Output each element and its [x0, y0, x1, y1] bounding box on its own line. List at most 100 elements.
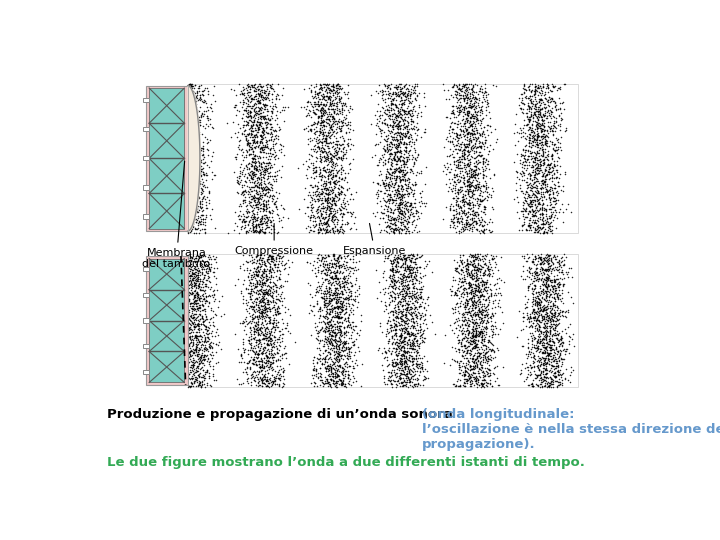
Point — [201, 144, 212, 153]
Point — [255, 176, 266, 184]
Point — [266, 89, 278, 98]
Point — [326, 307, 338, 315]
Point — [464, 309, 476, 318]
Point — [549, 102, 561, 110]
Point — [531, 301, 543, 310]
Point — [185, 80, 197, 89]
Point — [472, 348, 484, 357]
Point — [324, 284, 336, 292]
Point — [318, 269, 330, 278]
Point — [397, 374, 408, 382]
Point — [482, 283, 494, 292]
Point — [310, 287, 322, 296]
Point — [557, 379, 568, 388]
Point — [336, 318, 348, 326]
Point — [263, 353, 274, 361]
Point — [257, 199, 269, 208]
Point — [311, 381, 323, 390]
Point — [246, 129, 257, 138]
Point — [182, 281, 194, 289]
Point — [531, 132, 543, 141]
Point — [547, 260, 559, 269]
Point — [398, 123, 410, 132]
Point — [251, 201, 262, 210]
Point — [254, 207, 266, 215]
Point — [470, 328, 482, 336]
Point — [338, 302, 349, 311]
Point — [554, 104, 566, 112]
Point — [197, 300, 208, 308]
Point — [315, 288, 327, 297]
Point — [552, 330, 564, 339]
Point — [399, 216, 410, 225]
Point — [534, 345, 546, 353]
Point — [456, 334, 468, 343]
Point — [197, 97, 209, 106]
Point — [257, 308, 269, 316]
Point — [194, 252, 205, 260]
Point — [472, 90, 484, 98]
Point — [331, 254, 343, 262]
Point — [547, 123, 559, 132]
Point — [452, 284, 464, 292]
Point — [451, 148, 462, 157]
Point — [329, 349, 341, 358]
Point — [456, 222, 467, 231]
Point — [254, 362, 266, 371]
Point — [529, 281, 541, 290]
Point — [184, 95, 195, 104]
Point — [276, 337, 288, 346]
Point — [312, 227, 324, 236]
Point — [462, 190, 474, 198]
Point — [317, 129, 328, 137]
Point — [394, 200, 405, 208]
Point — [329, 180, 341, 188]
Point — [184, 252, 195, 261]
Point — [529, 206, 541, 214]
Point — [399, 332, 410, 341]
Point — [336, 126, 347, 134]
Point — [190, 345, 202, 354]
Point — [477, 372, 489, 381]
Point — [321, 269, 333, 278]
Point — [418, 319, 429, 328]
Point — [203, 291, 215, 299]
Point — [542, 281, 554, 289]
Point — [523, 262, 535, 271]
Point — [183, 324, 194, 333]
Point — [406, 269, 418, 278]
Point — [333, 254, 344, 262]
Point — [478, 144, 490, 153]
Point — [187, 219, 199, 228]
Point — [400, 168, 412, 177]
Point — [554, 290, 566, 299]
Point — [536, 196, 548, 205]
Point — [389, 335, 400, 343]
Point — [270, 282, 282, 291]
Point — [204, 260, 216, 268]
Point — [319, 196, 330, 205]
Point — [352, 343, 364, 352]
Point — [323, 296, 334, 305]
Point — [408, 263, 420, 272]
Point — [396, 356, 408, 365]
Point — [553, 314, 564, 323]
Point — [470, 136, 482, 144]
Point — [548, 362, 559, 370]
Point — [485, 380, 496, 389]
Point — [242, 121, 253, 130]
Point — [525, 107, 536, 116]
Point — [192, 335, 204, 343]
Point — [463, 129, 474, 137]
Point — [481, 278, 492, 287]
Point — [517, 204, 528, 212]
Point — [189, 185, 201, 193]
Point — [318, 214, 329, 222]
Point — [193, 349, 204, 358]
Point — [554, 309, 565, 318]
Point — [397, 191, 408, 199]
Point — [465, 181, 477, 190]
Point — [256, 162, 267, 171]
Point — [381, 380, 392, 389]
Point — [317, 164, 328, 172]
